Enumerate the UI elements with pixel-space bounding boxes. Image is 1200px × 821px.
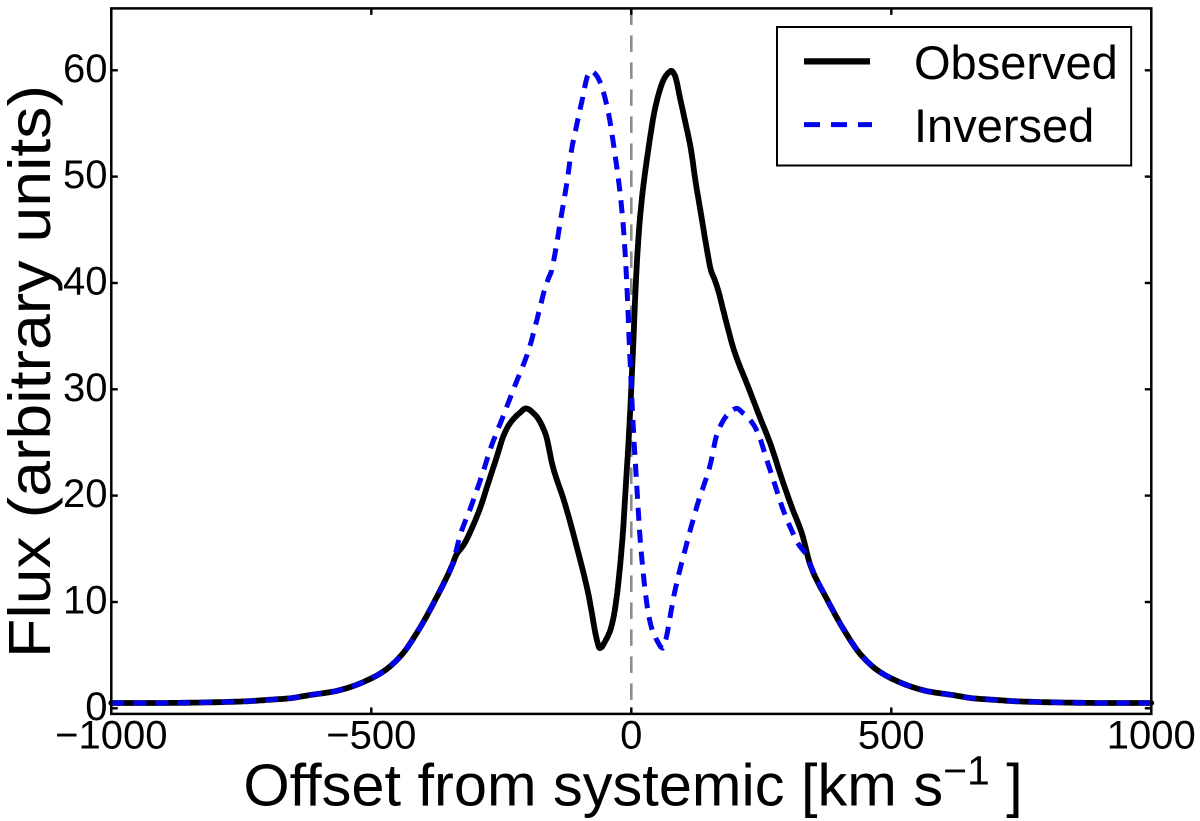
svg-text:20: 20	[63, 472, 108, 516]
svg-text:30: 30	[63, 366, 108, 410]
svg-text:−1000: −1000	[55, 714, 167, 758]
svg-text:Flux (arbitrary units): Flux (arbitrary units)	[0, 85, 63, 658]
svg-text:40: 40	[63, 260, 108, 304]
svg-text:0: 0	[85, 685, 107, 729]
svg-text:0: 0	[620, 714, 642, 758]
svg-text:60: 60	[63, 47, 108, 91]
svg-text:Offset from systemic [km s−1 ]: Offset from systemic [km s−1 ]	[243, 748, 1022, 819]
svg-text:50: 50	[63, 153, 108, 197]
svg-text:1000: 1000	[1107, 714, 1196, 758]
svg-text:Observed: Observed	[914, 36, 1118, 89]
svg-text:Inversed: Inversed	[914, 99, 1094, 152]
svg-text:500: 500	[858, 714, 925, 758]
svg-text:−500: −500	[326, 714, 416, 758]
svg-text:10: 10	[63, 579, 108, 623]
